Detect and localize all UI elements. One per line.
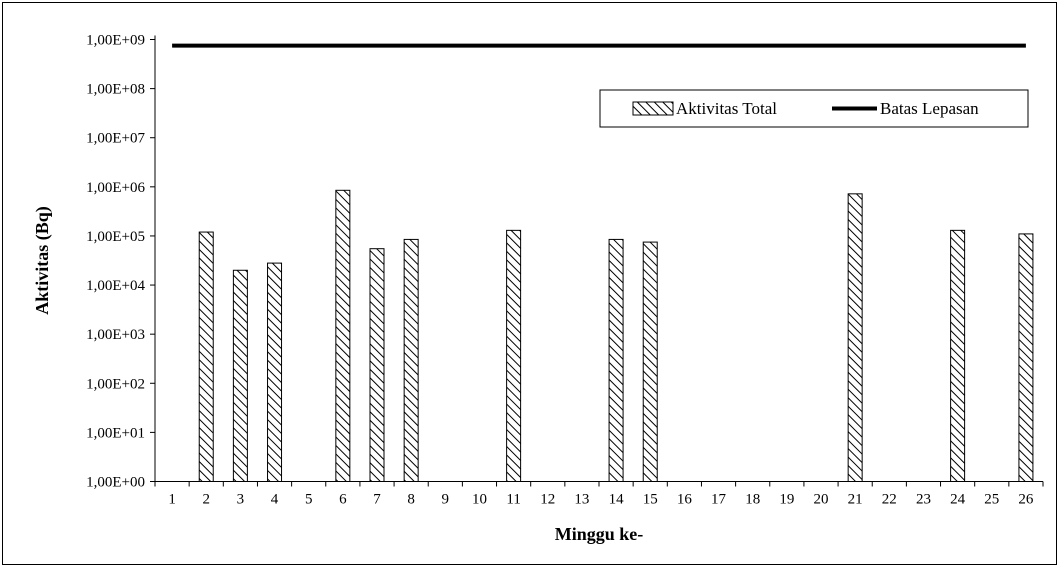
x-tick-label: 14 xyxy=(609,492,625,508)
x-tick-label: 24 xyxy=(950,492,966,508)
x-tick-label: 22 xyxy=(882,492,897,508)
legend-swatch-bar xyxy=(632,101,674,116)
x-tick-label: 15 xyxy=(643,492,658,508)
x-tick-label: 6 xyxy=(339,492,347,508)
bar-week-21 xyxy=(847,193,863,482)
x-tick-label: 23 xyxy=(916,492,931,508)
x-tick-label: 1 xyxy=(168,492,176,508)
x-tick-label: 13 xyxy=(574,492,589,508)
bar-week-7 xyxy=(369,248,385,482)
y-tick-label: 1,00E+04 xyxy=(86,278,145,294)
bar-week-4 xyxy=(267,262,283,482)
x-tick-label: 25 xyxy=(984,492,999,508)
x-tick-label: 5 xyxy=(305,492,313,508)
x-tick-label: 9 xyxy=(442,492,450,508)
bar-week-11 xyxy=(506,229,522,482)
y-tick-label: 1,00E+01 xyxy=(86,425,145,441)
x-tick-label: 17 xyxy=(711,492,727,508)
x-tick-label: 18 xyxy=(745,492,760,508)
bar-week-3 xyxy=(232,269,248,482)
bar-week-14 xyxy=(608,238,624,482)
x-tick-label: 12 xyxy=(540,492,555,508)
x-tick-label: 21 xyxy=(848,492,863,508)
bar-week-6 xyxy=(335,189,351,482)
bar-week-8 xyxy=(403,238,419,482)
x-tick-label: 10 xyxy=(472,492,487,508)
x-axis-title: Minggu ke- xyxy=(555,524,644,544)
y-tick-label: 1,00E+08 xyxy=(86,82,145,98)
x-tick-label: 26 xyxy=(1018,492,1034,508)
x-tick-label: 16 xyxy=(677,492,693,508)
bar-week-2 xyxy=(198,231,214,482)
plot-area: 1,00E+00 1,00E+01 1,00E+02 1,00E+03 1,00E+04… xyxy=(86,33,1044,508)
x-tick-label: 20 xyxy=(814,492,829,508)
bar-week-15 xyxy=(642,241,658,482)
x-tick-label: 19 xyxy=(779,492,794,508)
y-tick-label: 1,00E+05 xyxy=(86,229,145,245)
y-tick-label: 1,00E+09 xyxy=(86,33,145,49)
y-tick-label: 1,00E+06 xyxy=(86,180,145,196)
bar-week-24 xyxy=(950,229,966,482)
x-tick-label: 8 xyxy=(407,492,415,508)
y-tick-label: 1,00E+02 xyxy=(86,376,145,392)
y-tick-label: 1,00E+00 xyxy=(86,475,145,491)
x-tick-label: 3 xyxy=(237,492,245,508)
x-tick-label: 11 xyxy=(506,492,520,508)
legend-label-batas-lepasan: Batas Lepasan xyxy=(880,99,979,118)
bar-week-26 xyxy=(1018,233,1034,482)
y-tick-label: 1,00E+03 xyxy=(86,327,145,343)
legend: Aktivitas Total Batas Lepasan xyxy=(599,89,1029,128)
x-tick-label: 4 xyxy=(271,492,279,508)
legend-label-aktivitas-total: Aktivitas Total xyxy=(676,99,777,118)
y-tick-label: 1,00E+07 xyxy=(86,131,145,147)
x-tick-label: 2 xyxy=(202,492,210,508)
x-tick-label: 7 xyxy=(373,492,381,508)
y-axis-title: Aktivitas (Bq) xyxy=(32,206,53,315)
